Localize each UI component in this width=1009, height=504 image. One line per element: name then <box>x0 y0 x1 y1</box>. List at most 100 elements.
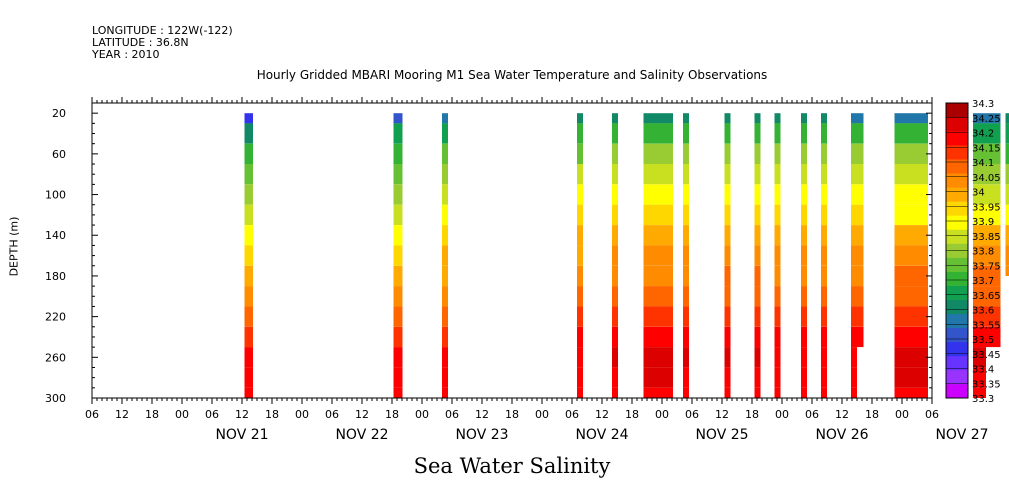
x-tick-label: 00 <box>655 408 669 421</box>
y-tick-label: 140 <box>45 229 66 242</box>
profile-O-cell <box>973 225 1001 246</box>
profile-C-cell <box>442 286 448 307</box>
x-tick-label: 12 <box>715 408 729 421</box>
profile-N-cell <box>894 367 928 388</box>
profile-C-cell <box>442 387 448 398</box>
profile-C-cell <box>442 367 448 388</box>
colorbar-label: 33.75 <box>972 261 1001 272</box>
colorbar-label: 33.45 <box>972 350 1001 361</box>
profile-A-cell <box>244 245 253 266</box>
profile-L-cell <box>821 286 827 307</box>
x-tick-label: 18 <box>625 408 639 421</box>
profile-H-cell <box>724 113 731 124</box>
profile-E-cell <box>612 184 618 205</box>
profile-G-cell <box>683 347 689 368</box>
profile-M-cell <box>851 143 864 164</box>
profile-K-cell <box>801 387 807 398</box>
profile-D-cell <box>577 265 583 287</box>
profile-O-cell <box>973 326 1001 348</box>
profile-I-cell <box>754 113 761 124</box>
profile-C-cell <box>442 113 448 124</box>
profile-D-cell <box>577 164 583 185</box>
x-tick-label: 00 <box>895 408 909 421</box>
profile-D-cell <box>577 306 583 327</box>
profile-H-cell <box>724 387 731 398</box>
profile-B-cell <box>393 326 403 348</box>
profile-P-cell <box>1005 184 1009 205</box>
profile-H-cell <box>724 265 731 287</box>
profile-D-cell <box>577 113 583 124</box>
profile-P-cell <box>1005 245 1009 266</box>
profile-F-cell <box>643 367 673 388</box>
profile-M-gap <box>857 347 864 398</box>
profile-L-cell <box>821 225 827 246</box>
profile-C-cell <box>442 204 448 225</box>
profile-I-cell <box>754 286 761 307</box>
profile-D-cell <box>577 245 583 266</box>
profile-O-cell <box>973 204 1001 225</box>
profile-J-cell <box>774 367 781 388</box>
profile-I-cell <box>754 225 761 246</box>
profile-P-cell <box>1005 113 1009 124</box>
profile-P-cell <box>1005 265 1009 276</box>
profile-H-cell <box>724 143 731 164</box>
x-tick-label: 12 <box>595 408 609 421</box>
profile-N-cell <box>894 265 928 287</box>
profile-G-cell <box>683 306 689 327</box>
x-tick-label: 18 <box>145 408 159 421</box>
profile-J-cell <box>774 347 781 368</box>
colorbar-label: 33.35 <box>972 379 1001 390</box>
colorbar-label: 33.3 <box>972 394 994 405</box>
profile-O-cell <box>973 164 1001 185</box>
profile-M-cell <box>851 306 864 327</box>
profile-G-cell <box>683 184 689 205</box>
profile-I-cell <box>754 306 761 327</box>
profile-E-cell <box>612 123 618 144</box>
profile-I-cell <box>754 387 761 398</box>
profile-K-cell <box>801 347 807 368</box>
profile-L-cell <box>821 326 827 348</box>
profile-B-cell <box>393 387 403 398</box>
profile-K-cell <box>801 225 807 246</box>
data-profiles <box>244 113 1009 398</box>
profile-N-cell <box>894 164 928 185</box>
colorbar-swatch <box>946 383 968 399</box>
profile-G-cell <box>683 225 689 246</box>
profile-B-cell <box>393 123 403 144</box>
profile-K-cell <box>801 265 807 287</box>
colorbar-swatch <box>946 117 968 132</box>
profile-M-cell <box>851 265 864 287</box>
profile-L-cell <box>821 367 827 388</box>
x-tick-label: 06 <box>925 408 939 421</box>
profile-N-cell <box>894 143 928 164</box>
profile-B-cell <box>393 306 403 327</box>
colorbar-swatch <box>946 173 968 188</box>
profile-F-cell <box>643 306 673 327</box>
profile-D-cell <box>577 367 583 388</box>
x-tick-label: 18 <box>265 408 279 421</box>
profile-N-cell <box>894 225 928 246</box>
profile-O-cell <box>973 184 1001 205</box>
profile-J-cell <box>774 204 781 225</box>
profile-O-cell <box>973 123 1001 144</box>
profile-B-cell <box>393 204 403 225</box>
x-tick-label: 12 <box>235 408 249 421</box>
profile-H-cell <box>724 123 731 144</box>
x-tick-label: 18 <box>745 408 759 421</box>
profile-H-cell <box>724 164 731 185</box>
profile-G-cell <box>683 286 689 307</box>
profile-G-cell <box>683 245 689 266</box>
profile-J-cell <box>774 143 781 164</box>
profile-A-cell <box>244 143 253 164</box>
profile-D-cell <box>577 326 583 348</box>
profile-H-cell <box>724 225 731 246</box>
profile-K-cell <box>801 306 807 327</box>
profile-C-cell <box>442 143 448 164</box>
profile-C-cell <box>442 326 448 348</box>
profile-M-cell <box>851 286 864 307</box>
profile-P-cell <box>1005 123 1009 144</box>
colorbar-swatch <box>946 215 968 230</box>
profile-K-cell <box>801 367 807 388</box>
x-tick-label: 06 <box>805 408 819 421</box>
profile-B-cell <box>393 367 403 388</box>
